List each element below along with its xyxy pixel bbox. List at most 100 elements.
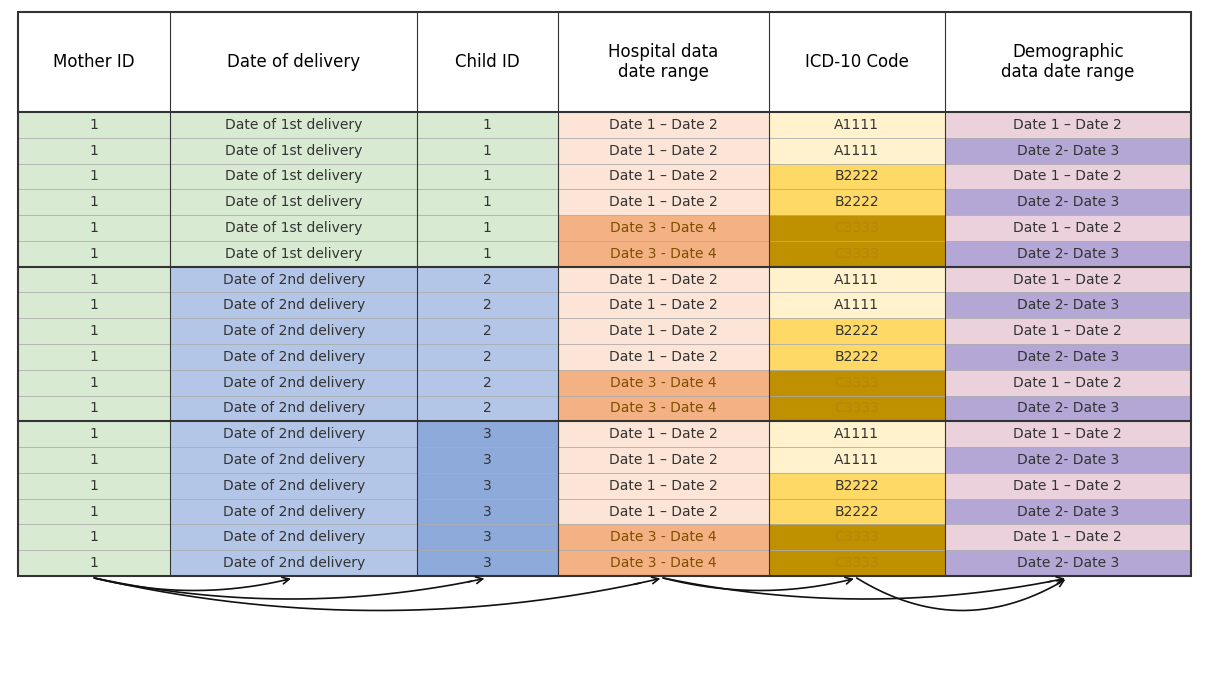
Text: Child ID: Child ID	[455, 53, 520, 71]
Bar	[18, 292, 170, 318]
Text: Date of 2nd delivery: Date of 2nd delivery	[222, 530, 365, 544]
Text: 1: 1	[89, 350, 99, 364]
Bar	[170, 447, 417, 473]
Text: 1: 1	[89, 144, 99, 158]
Text: Date 2- Date 3: Date 2- Date 3	[1017, 247, 1120, 261]
Text: Date 1 – Date 2: Date 1 – Date 2	[1013, 427, 1122, 441]
Text: Date of 2nd delivery: Date of 2nd delivery	[222, 272, 365, 287]
Text: Date 1 – Date 2: Date 1 – Date 2	[609, 479, 717, 493]
Bar	[170, 473, 417, 498]
Bar	[18, 12, 170, 112]
Bar	[557, 112, 769, 138]
Text: Date 1 – Date 2: Date 1 – Date 2	[609, 144, 717, 158]
Text: Date of 2nd delivery: Date of 2nd delivery	[222, 479, 365, 493]
Text: 1: 1	[89, 530, 99, 544]
Bar	[18, 215, 170, 241]
Text: B2222: B2222	[834, 479, 879, 493]
Text: 1: 1	[89, 324, 99, 338]
Text: Date 1 – Date 2: Date 1 – Date 2	[1013, 221, 1122, 235]
Text: Date of 2nd delivery: Date of 2nd delivery	[222, 401, 365, 415]
Text: 1: 1	[89, 195, 99, 209]
Text: 1: 1	[89, 170, 99, 184]
Bar	[18, 550, 170, 576]
Text: Demographic
data date range: Demographic data date range	[1001, 43, 1134, 82]
Bar	[769, 396, 944, 422]
Bar	[944, 292, 1191, 318]
Text: C3333: C3333	[834, 221, 879, 235]
Text: Mother ID: Mother ID	[53, 53, 135, 71]
Bar	[944, 473, 1191, 498]
Text: 1: 1	[89, 247, 99, 261]
Text: Date 3 - Date 4: Date 3 - Date 4	[609, 556, 717, 570]
Text: Hospital data
date range: Hospital data date range	[608, 43, 718, 82]
Text: Date 2- Date 3: Date 2- Date 3	[1017, 144, 1120, 158]
Text: Date 1 – Date 2: Date 1 – Date 2	[1013, 170, 1122, 184]
Text: C3333: C3333	[834, 376, 879, 389]
Text: 3: 3	[482, 427, 492, 441]
Bar	[417, 267, 557, 292]
Text: B2222: B2222	[834, 505, 879, 519]
Text: 2: 2	[482, 298, 492, 312]
Text: 1: 1	[89, 505, 99, 519]
Bar	[417, 344, 557, 370]
Text: A1111: A1111	[834, 453, 879, 467]
Text: Date 2- Date 3: Date 2- Date 3	[1017, 350, 1120, 364]
Text: Date 3 - Date 4: Date 3 - Date 4	[609, 221, 717, 235]
Bar	[170, 318, 417, 344]
Text: C3333: C3333	[834, 247, 879, 261]
Bar	[417, 189, 557, 215]
Text: 3: 3	[482, 453, 492, 467]
Bar	[417, 112, 557, 138]
Bar	[18, 12, 1191, 576]
Bar	[557, 370, 769, 396]
Text: 2: 2	[482, 324, 492, 338]
Bar	[170, 112, 417, 138]
Bar	[18, 524, 170, 550]
Bar	[18, 498, 170, 524]
Text: 1: 1	[482, 170, 492, 184]
Bar	[944, 138, 1191, 163]
Bar	[170, 241, 417, 267]
Bar	[944, 447, 1191, 473]
Text: Date 1 – Date 2: Date 1 – Date 2	[609, 453, 717, 467]
Text: Date 2- Date 3: Date 2- Date 3	[1017, 195, 1120, 209]
Text: Date of 1st delivery: Date of 1st delivery	[225, 195, 363, 209]
Text: Date 3 - Date 4: Date 3 - Date 4	[609, 530, 717, 544]
Bar	[417, 498, 557, 524]
Text: 1: 1	[89, 221, 99, 235]
Bar	[417, 396, 557, 422]
Bar	[557, 318, 769, 344]
Text: Date of 2nd delivery: Date of 2nd delivery	[222, 505, 365, 519]
Text: 1: 1	[89, 272, 99, 287]
Text: A1111: A1111	[834, 298, 879, 312]
Text: 2: 2	[482, 350, 492, 364]
Text: C3333: C3333	[834, 401, 879, 415]
Bar	[18, 138, 170, 163]
Bar	[170, 370, 417, 396]
Bar	[557, 447, 769, 473]
Bar	[944, 112, 1191, 138]
Bar	[769, 422, 944, 447]
Text: 1: 1	[89, 376, 99, 389]
Bar	[557, 267, 769, 292]
Text: Date of 2nd delivery: Date of 2nd delivery	[222, 350, 365, 364]
Bar	[944, 524, 1191, 550]
Bar	[944, 344, 1191, 370]
Text: Date of 2nd delivery: Date of 2nd delivery	[222, 556, 365, 570]
Bar	[557, 498, 769, 524]
Text: B2222: B2222	[834, 195, 879, 209]
Bar	[557, 138, 769, 163]
Text: 1: 1	[89, 298, 99, 312]
Bar	[170, 422, 417, 447]
Bar	[18, 267, 170, 292]
Text: Date 2- Date 3: Date 2- Date 3	[1017, 453, 1120, 467]
Bar	[18, 241, 170, 267]
Text: Date of 2nd delivery: Date of 2nd delivery	[222, 453, 365, 467]
Bar	[557, 215, 769, 241]
Bar	[769, 163, 944, 189]
Text: 1: 1	[482, 118, 492, 132]
Text: Date 1 – Date 2: Date 1 – Date 2	[1013, 118, 1122, 132]
Bar	[18, 473, 170, 498]
Bar	[769, 447, 944, 473]
Text: Date 1 – Date 2: Date 1 – Date 2	[609, 170, 717, 184]
